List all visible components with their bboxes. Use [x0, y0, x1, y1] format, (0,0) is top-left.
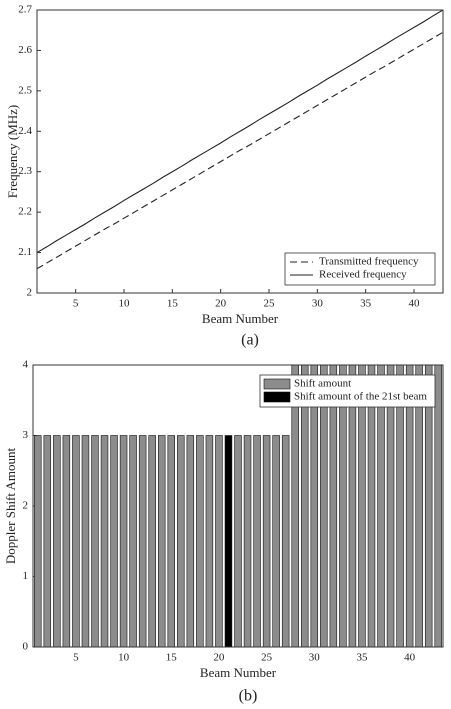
- bar: [253, 435, 261, 648]
- bar: [434, 364, 442, 648]
- bar: [91, 435, 99, 648]
- legend-box: [284, 252, 436, 286]
- bar: [167, 435, 175, 648]
- y-tick-label: 3: [23, 429, 29, 441]
- bar: [224, 435, 233, 648]
- bar: [43, 435, 52, 648]
- legend-label: Transmitted frequency: [319, 256, 419, 268]
- x-tick-label: 30: [312, 298, 324, 310]
- x-tick-label: 30: [309, 652, 321, 664]
- x-tick-label: 25: [264, 298, 276, 310]
- x-tick-label: 15: [167, 298, 179, 310]
- x-tick-label: 15: [166, 652, 178, 664]
- y-tick-label: 2: [23, 500, 29, 512]
- bar: [177, 435, 185, 648]
- y-tick-label: 4: [23, 359, 29, 371]
- x-axis-label: Beam Number: [202, 311, 279, 326]
- legend-label: Shift amount of the 21st beam: [294, 391, 427, 403]
- plot-frame: [36, 9, 444, 294]
- x-tick-label: 35: [360, 298, 372, 310]
- bar: [205, 435, 214, 648]
- chart: 0 1 2 3 4 5 10 15 20 25 30 35 40 Beam Number Doppler S…: [3, 359, 444, 705]
- bar: [110, 435, 118, 648]
- y-tick-label: 2: [27, 287, 33, 299]
- bar: [186, 435, 195, 648]
- x-tick-label: 5: [73, 298, 79, 310]
- x-tick-label: 40: [404, 652, 416, 664]
- x-tick-label: 20: [213, 652, 225, 664]
- bar: [129, 435, 137, 648]
- chart: 2 2.1 2.2 2.3 2.4 2.5 2.6 2.7 5 10 15 20 25 30 35 40 Bea…: [5, 4, 444, 349]
- bar: [215, 435, 223, 648]
- bar: [138, 435, 147, 648]
- bar: [281, 435, 290, 648]
- x-tick-label: 20: [215, 298, 227, 310]
- y-tick-label: 2.7: [18, 4, 32, 16]
- y-tick-label: 2.6: [18, 44, 32, 56]
- y-tick-label: 2.2: [18, 206, 32, 218]
- y-tick-label: 0: [23, 641, 29, 653]
- bar: [272, 435, 280, 648]
- x-tick-label: 10: [118, 652, 130, 664]
- x-axis-label: Beam Number: [200, 665, 277, 680]
- bar: [62, 435, 71, 648]
- bar: [148, 435, 156, 648]
- y-tick-label: 2.4: [18, 125, 32, 137]
- y-tick-label: 2.5: [18, 84, 32, 96]
- x-tick-label: 40: [409, 298, 421, 310]
- bar: [234, 435, 242, 648]
- caption: (a): [241, 332, 259, 349]
- line: [36, 9, 444, 254]
- bar: [157, 435, 166, 648]
- legend-swatch: [263, 378, 291, 390]
- plot-frame: [32, 364, 444, 648]
- legend-label: Received frequency: [319, 269, 407, 281]
- bar: [100, 435, 109, 648]
- y-tick-label: 1: [23, 570, 29, 582]
- x-tick-label: 25: [261, 652, 273, 664]
- y-axis-label: Frequency (MHz): [5, 105, 20, 199]
- line: [36, 31, 444, 270]
- y-axis-label: Doppler Shift Amount: [3, 447, 18, 564]
- x-tick-label: 35: [356, 652, 368, 664]
- bar: [243, 435, 252, 648]
- bar: [81, 435, 90, 648]
- bar: [34, 435, 42, 648]
- x-tick-label: 5: [73, 652, 79, 664]
- legend-swatch: [263, 391, 291, 403]
- bar: [72, 435, 80, 648]
- y-tick-label: 2.1: [18, 246, 32, 258]
- caption: (b): [239, 688, 258, 705]
- y-tick-label: 2.3: [18, 165, 32, 177]
- bar: [119, 435, 128, 648]
- legend-label: Shift amount: [294, 378, 351, 390]
- bar: [196, 435, 204, 648]
- bar: [53, 435, 61, 648]
- x-tick-label: 10: [119, 298, 131, 310]
- bar: [262, 435, 271, 648]
